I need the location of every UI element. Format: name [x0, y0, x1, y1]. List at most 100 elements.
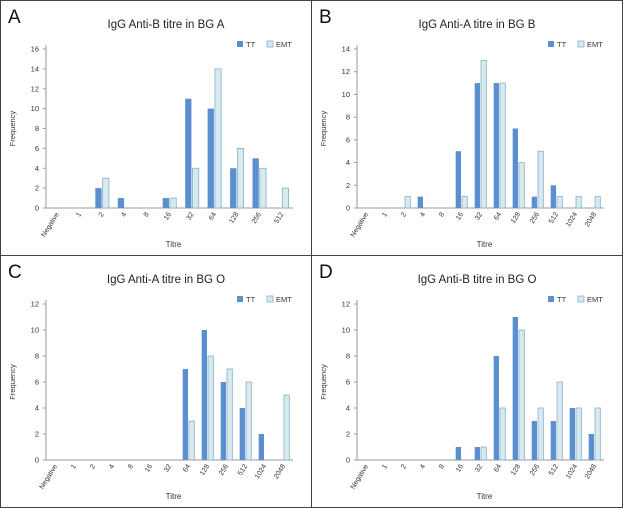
y-tick-label: 0 — [35, 204, 39, 213]
chart-title: IgG Anti-B titre in BG O — [418, 274, 537, 286]
x-tick-label: 16 — [144, 463, 154, 473]
y-tick-label: 12 — [342, 67, 350, 76]
x-tick-label: 256 — [251, 211, 263, 225]
chart-d: IgG Anti-B titre in BG OTT EMT024681012Fr… — [319, 274, 604, 501]
y-tick-label: 2 — [35, 430, 39, 439]
x-tick-label: 256 — [529, 211, 541, 225]
y-tick-label: 6 — [346, 135, 350, 144]
y-tick-label: 2 — [35, 184, 39, 193]
bar-tt — [512, 128, 518, 208]
bar-tt — [550, 185, 556, 208]
legend-swatch-emt — [577, 40, 585, 48]
y-tick-label: 4 — [35, 164, 39, 173]
x-tick-label: 32 — [163, 463, 173, 473]
bar-emt — [102, 177, 110, 209]
bar-emt — [226, 368, 233, 461]
bar-emt — [236, 147, 245, 209]
panel-letter: B — [319, 7, 332, 28]
y-tick-label: 8 — [346, 113, 350, 122]
x-tick-label: Negative — [40, 211, 61, 238]
x-tick-label: 512 — [548, 463, 560, 477]
x-tick-label: 256 — [218, 463, 230, 477]
chart-panel-d: D IgG Anti-B titre in BG O TT EMT 0 2 4 6 8 10 12… — [311, 255, 623, 508]
bar-tt — [474, 447, 480, 460]
bar-emt — [556, 196, 563, 209]
bar-tt — [182, 369, 188, 460]
x-tick-label: 1024 — [254, 463, 268, 480]
x-tick-label: 1 — [75, 211, 83, 218]
bar-emt — [214, 68, 222, 209]
bar-emt — [169, 197, 177, 209]
legend-label-emt: EMT — [276, 40, 292, 49]
x-tick-label: 128 — [510, 211, 522, 225]
bar-tt — [252, 158, 259, 208]
bar-emt — [283, 394, 290, 461]
bar-emt — [480, 59, 487, 209]
panel-letter: A — [8, 7, 21, 28]
bar-emt — [461, 196, 468, 209]
y-tick-label: 12 — [31, 84, 39, 93]
bar-tt — [512, 317, 518, 460]
legend-label-emt: EMT — [276, 295, 292, 304]
y-tick-label: 6 — [35, 144, 39, 153]
bar-emt — [518, 162, 525, 209]
x-tick-label: 1 — [70, 463, 78, 470]
chart-panel-a: A IgG Anti-B titre in BG A TT EMT 0 2 4 6 8 10 12… — [0, 0, 312, 256]
bar-tt — [588, 434, 594, 460]
chart-b: IgG Anti-A titre in BG B TT EMT 0 2 4 6 8 10 12 14… — [319, 19, 604, 249]
y-tick-label: 8 — [346, 352, 350, 361]
chart-title: IgG Anti-A titre in BG B — [419, 19, 536, 31]
legend-label-emt: EMT — [587, 40, 603, 49]
legend-swatch-tt — [548, 296, 554, 302]
legend-swatch-tt — [548, 41, 554, 47]
x-tick-label: 8 — [438, 463, 446, 470]
y-tick-label: 10 — [31, 326, 39, 335]
y-tick-label: 4 — [346, 158, 350, 167]
x-tick-label: 64 — [493, 463, 503, 473]
bar-emt — [499, 407, 506, 461]
x-tick-label: 512 — [273, 211, 285, 225]
x-tick-label: 2048 — [584, 463, 598, 480]
y-tick-label: 12 — [31, 300, 39, 309]
y-tick-label: 6 — [35, 378, 39, 387]
bar-tt — [455, 447, 461, 460]
bar-emt — [192, 167, 200, 209]
chart-c: IgG Anti-A titre in BG OTT EMT024681012Fr… — [8, 274, 293, 501]
chart-panel-b: B IgG Anti-A titre in BG B TT EMT 0 2 4 6 8 10 12… — [311, 0, 623, 256]
x-tick-label: 1024 — [565, 463, 579, 480]
bar-tt — [162, 198, 169, 208]
bar-emt — [537, 150, 544, 209]
y-tick-label: 0 — [35, 456, 39, 465]
legend-label-emt: EMT — [587, 295, 603, 304]
legend-label-tt: TT — [557, 295, 567, 304]
bar-tt — [493, 356, 499, 460]
bar-emt — [480, 446, 487, 461]
y-tick-label: 0 — [346, 204, 350, 213]
legend-label-tt: TT — [557, 40, 567, 49]
y-tick-label: 10 — [342, 90, 350, 99]
x-tick-label: 512 — [237, 463, 249, 477]
bar-tt — [550, 421, 556, 460]
x-tick-label: 8 — [127, 463, 135, 470]
y-axis-label: Frequency — [8, 364, 17, 400]
y-tick-label: 10 — [31, 104, 39, 113]
y-tick-label: 14 — [342, 45, 350, 54]
y-tick-label: 16 — [31, 45, 39, 54]
x-tick-label: 2 — [98, 211, 106, 218]
x-tick-label: 16 — [455, 211, 465, 221]
bar-emt — [575, 407, 582, 461]
x-tick-label: 256 — [529, 463, 541, 477]
x-tick-label: 1024 — [565, 211, 579, 228]
x-tick-label: 1 — [381, 463, 389, 470]
legend-swatch-tt — [237, 41, 243, 47]
bar-tt — [493, 83, 499, 208]
x-tick-label: 2 — [400, 211, 408, 218]
x-tick-label: 512 — [548, 211, 560, 225]
bar-emt — [188, 420, 195, 461]
y-tick-label: 6 — [346, 378, 350, 387]
chart-a: IgG Anti-B titre in BG ATT EMT02468101214… — [8, 19, 293, 249]
legend-swatch-emt — [266, 295, 274, 303]
x-tick-label: 64 — [182, 463, 192, 473]
bar-tt — [417, 196, 423, 208]
chart-title: IgG Anti-B titre in BG A — [108, 19, 225, 31]
